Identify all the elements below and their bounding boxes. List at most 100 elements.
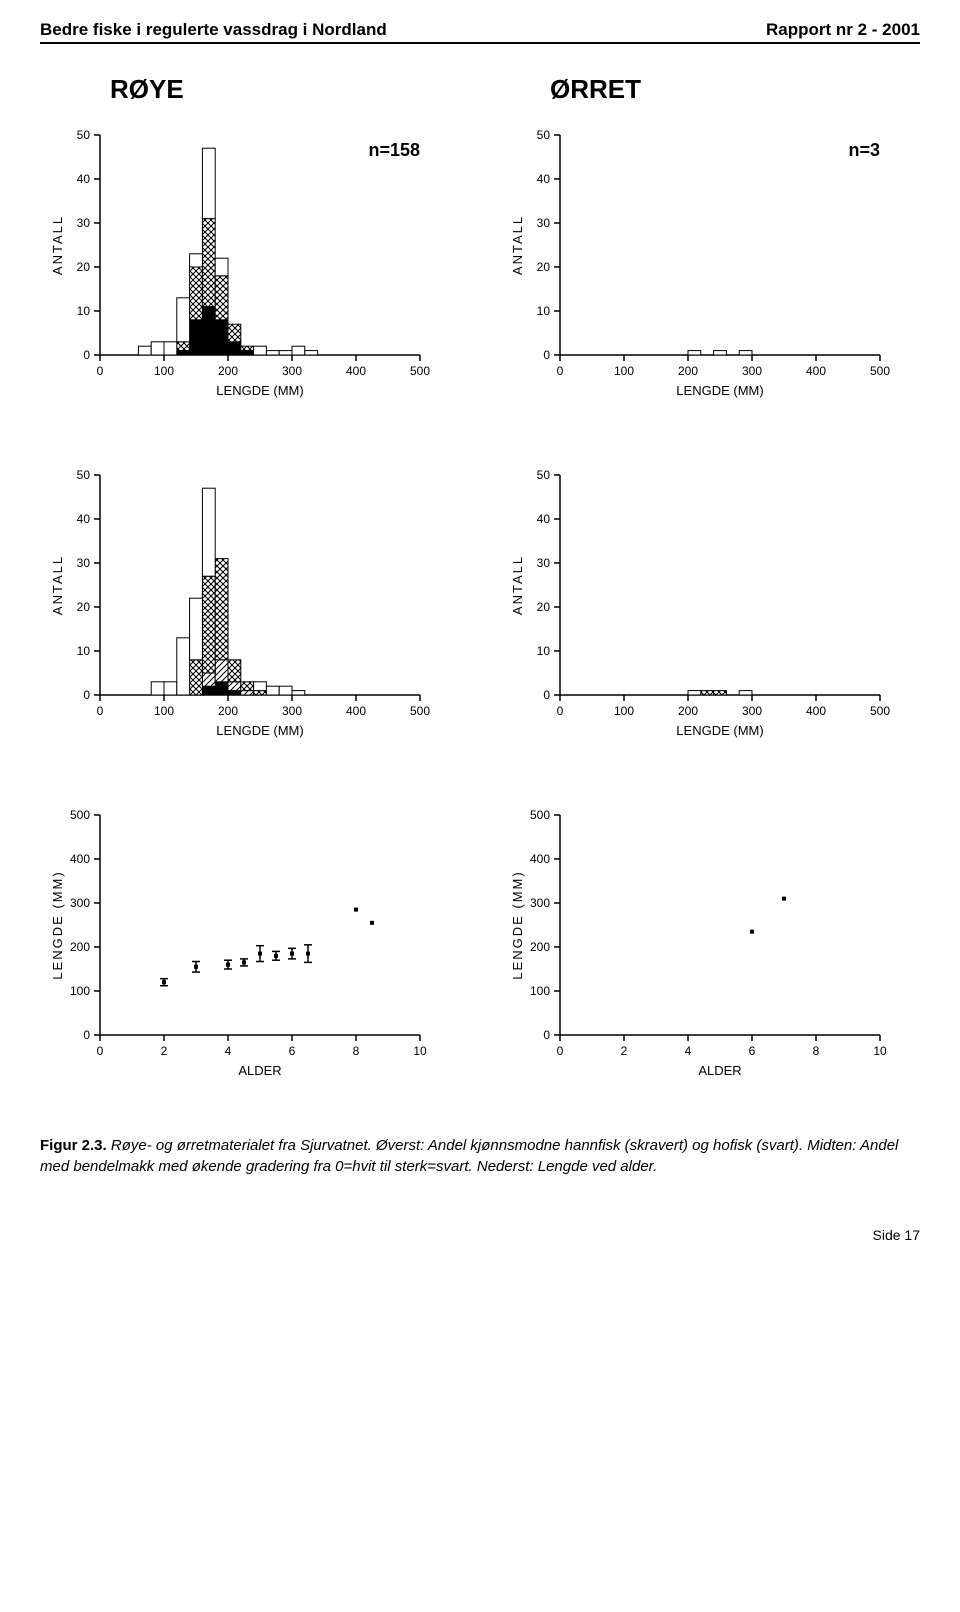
svg-text:50: 50 <box>77 128 91 142</box>
svg-text:200: 200 <box>678 704 698 718</box>
svg-text:0: 0 <box>557 1044 564 1058</box>
svg-text:500: 500 <box>410 704 430 718</box>
header-right: Rapport nr 2 - 2001 <box>766 20 920 40</box>
svg-text:0: 0 <box>97 704 104 718</box>
caption-text: Røye- og ørretmaterialet fra Sjurvatnet.… <box>40 1137 898 1175</box>
svg-text:0: 0 <box>543 688 550 702</box>
svg-text:6: 6 <box>289 1044 296 1058</box>
svg-text:200: 200 <box>218 704 238 718</box>
svg-text:2: 2 <box>161 1044 168 1058</box>
svg-text:10: 10 <box>77 644 91 658</box>
svg-text:30: 30 <box>77 556 91 570</box>
svg-text:0: 0 <box>83 1028 90 1042</box>
n-label-orret: n=3 <box>848 140 880 161</box>
svg-text:400: 400 <box>346 364 366 378</box>
scatter-roye-svg: 02468100100200300400500ALDERLENGDE (MM) <box>40 795 440 1095</box>
figure-caption: Figur 2.3. Røye- og ørretmaterialet fra … <box>40 1135 920 1177</box>
svg-text:10: 10 <box>537 644 551 658</box>
chart-grid: n=158 010020030040050001020304050LENGDE … <box>40 115 920 1095</box>
svg-text:500: 500 <box>870 704 890 718</box>
svg-text:500: 500 <box>410 364 430 378</box>
hist-roye-mid: 010020030040050001020304050LENGDE (MM)AN… <box>40 455 460 755</box>
hist-roye-mid-svg: 010020030040050001020304050LENGDE (MM)AN… <box>40 455 440 755</box>
svg-text:0: 0 <box>557 704 564 718</box>
svg-text:100: 100 <box>154 704 174 718</box>
svg-text:100: 100 <box>154 364 174 378</box>
svg-text:0: 0 <box>543 348 550 362</box>
svg-text:10: 10 <box>413 1044 427 1058</box>
page-header: Bedre fiske i regulerte vassdrag i Nordl… <box>40 20 920 44</box>
hist-orret-top: n=3 010020030040050001020304050LENGDE (M… <box>500 115 920 415</box>
svg-text:ALDER: ALDER <box>698 1063 741 1078</box>
svg-text:0: 0 <box>557 364 564 378</box>
caption-lead: Figur 2.3. <box>40 1137 107 1154</box>
svg-text:LENGDE (MM): LENGDE (MM) <box>676 723 763 738</box>
svg-text:ANTALL: ANTALL <box>510 215 525 275</box>
svg-text:50: 50 <box>537 128 551 142</box>
svg-text:100: 100 <box>614 364 634 378</box>
svg-text:0: 0 <box>83 348 90 362</box>
svg-text:400: 400 <box>806 704 826 718</box>
col-title-orret: ØRRET <box>480 74 920 105</box>
svg-text:300: 300 <box>530 896 550 910</box>
svg-text:LENGDE (MM): LENGDE (MM) <box>510 870 525 979</box>
svg-text:300: 300 <box>282 704 302 718</box>
svg-text:300: 300 <box>742 364 762 378</box>
scatter-orret-svg: 02468100100200300400500ALDERLENGDE (MM) <box>500 795 900 1095</box>
col-title-roye: RØYE <box>40 74 480 105</box>
svg-text:0: 0 <box>97 1044 104 1058</box>
page-footer: Side 17 <box>40 1227 920 1243</box>
svg-text:4: 4 <box>225 1044 232 1058</box>
svg-text:LENGDE (MM): LENGDE (MM) <box>216 383 303 398</box>
svg-text:0: 0 <box>83 688 90 702</box>
svg-text:ALDER: ALDER <box>238 1063 281 1078</box>
svg-text:300: 300 <box>742 704 762 718</box>
svg-text:500: 500 <box>70 808 90 822</box>
svg-text:20: 20 <box>77 260 91 274</box>
svg-text:500: 500 <box>530 808 550 822</box>
svg-text:20: 20 <box>537 600 551 614</box>
svg-text:0: 0 <box>543 1028 550 1042</box>
scatter-orret: 02468100100200300400500ALDERLENGDE (MM) <box>500 795 920 1095</box>
hist-roye-top: n=158 010020030040050001020304050LENGDE … <box>40 115 460 415</box>
svg-text:300: 300 <box>282 364 302 378</box>
svg-text:200: 200 <box>218 364 238 378</box>
svg-text:ANTALL: ANTALL <box>510 555 525 615</box>
svg-text:LENGDE (MM): LENGDE (MM) <box>216 723 303 738</box>
svg-text:400: 400 <box>806 364 826 378</box>
svg-text:100: 100 <box>70 984 90 998</box>
page-number: Side 17 <box>873 1227 920 1243</box>
svg-text:8: 8 <box>353 1044 360 1058</box>
svg-text:4: 4 <box>685 1044 692 1058</box>
svg-text:40: 40 <box>77 172 91 186</box>
svg-text:2: 2 <box>621 1044 628 1058</box>
svg-text:LENGDE (MM): LENGDE (MM) <box>50 870 65 979</box>
svg-text:500: 500 <box>870 364 890 378</box>
svg-text:200: 200 <box>70 940 90 954</box>
hist-orret-mid-svg: 010020030040050001020304050LENGDE (MM)AN… <box>500 455 900 755</box>
svg-text:20: 20 <box>537 260 551 274</box>
svg-text:30: 30 <box>537 556 551 570</box>
svg-text:10: 10 <box>873 1044 887 1058</box>
svg-text:300: 300 <box>70 896 90 910</box>
svg-text:200: 200 <box>530 940 550 954</box>
column-titles: RØYE ØRRET <box>40 74 920 105</box>
svg-text:ANTALL: ANTALL <box>50 555 65 615</box>
hist-orret-top-svg: 010020030040050001020304050LENGDE (MM)AN… <box>500 115 900 415</box>
svg-text:100: 100 <box>614 704 634 718</box>
svg-text:LENGDE (MM): LENGDE (MM) <box>676 383 763 398</box>
svg-text:100: 100 <box>530 984 550 998</box>
svg-text:400: 400 <box>530 852 550 866</box>
svg-text:40: 40 <box>537 512 551 526</box>
svg-text:6: 6 <box>749 1044 756 1058</box>
svg-text:0: 0 <box>97 364 104 378</box>
svg-text:40: 40 <box>537 172 551 186</box>
n-label-roye: n=158 <box>368 140 420 161</box>
scatter-roye: 02468100100200300400500ALDERLENGDE (MM) <box>40 795 460 1095</box>
header-left: Bedre fiske i regulerte vassdrag i Nordl… <box>40 20 387 40</box>
svg-text:400: 400 <box>70 852 90 866</box>
svg-text:30: 30 <box>537 216 551 230</box>
svg-text:ANTALL: ANTALL <box>50 215 65 275</box>
svg-text:30: 30 <box>77 216 91 230</box>
svg-text:50: 50 <box>77 468 91 482</box>
